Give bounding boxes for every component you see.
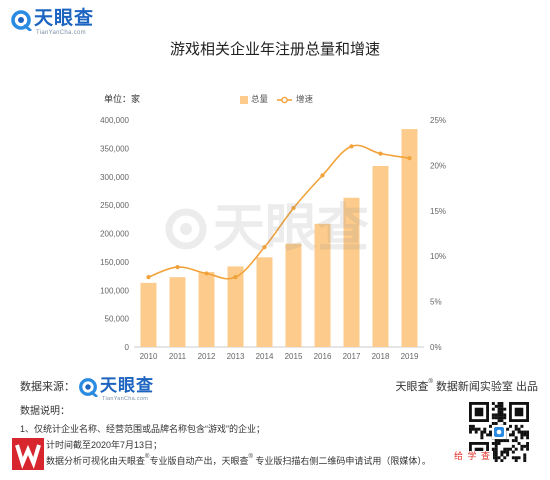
bar-2010 bbox=[140, 282, 157, 347]
registered-mark: ® bbox=[248, 454, 253, 460]
bar-2012 bbox=[198, 272, 215, 347]
y-right-tick-label: 25% bbox=[430, 116, 446, 125]
growth-point-2010 bbox=[146, 274, 151, 280]
registered-mark: ® bbox=[145, 454, 150, 460]
legend-bar-label: 总量 bbox=[251, 94, 269, 104]
y-left-tick-label: 0 bbox=[125, 343, 130, 352]
x-tick-label: 2015 bbox=[285, 352, 303, 361]
credit-brand: 天眼查 bbox=[395, 381, 429, 393]
y-right-tick-label: 15% bbox=[430, 207, 446, 216]
y-right-tick-label: 0% bbox=[430, 343, 442, 352]
growth-point-2017 bbox=[349, 144, 354, 149]
bar-2011 bbox=[169, 277, 186, 347]
bar-2017 bbox=[343, 197, 360, 347]
x-tick-label: 2013 bbox=[227, 352, 245, 361]
note-3: 数据分析可视化由天眼查®专业版自动产出，天眼查® 专业版扫描右侧二维码申请试用（… bbox=[46, 454, 431, 467]
combo-chart: 0 50,000 100,000 150,000 200,000 250,000 300,0… bbox=[100, 116, 446, 361]
x-tick-label: 2017 bbox=[343, 352, 361, 361]
x-tick-label: 2014 bbox=[256, 352, 274, 361]
growth-point-2012 bbox=[204, 271, 209, 276]
qr-caption: 给 学 查 bbox=[452, 451, 494, 462]
growth-line bbox=[148, 144, 410, 280]
y-left-tick-label: 300,000 bbox=[100, 173, 129, 182]
eye-logo-icon bbox=[11, 10, 32, 31]
note-3-part: 专业版自动产出，天眼查 bbox=[149, 456, 249, 466]
growth-point-2011 bbox=[175, 264, 180, 270]
note-3-part: 数据分析可视化由天眼查 bbox=[46, 456, 146, 466]
growth-point-2015 bbox=[291, 205, 296, 211]
growth-point-2018 bbox=[378, 151, 383, 156]
brand-logo-subtext: TianYanCha.com bbox=[36, 30, 86, 36]
x-tick-label: 2012 bbox=[198, 352, 216, 361]
publisher-logo-icon bbox=[12, 438, 44, 470]
unit-label: 单位：家 bbox=[104, 94, 141, 104]
source-logo-text: 天眼查 bbox=[100, 376, 154, 395]
bar-2015 bbox=[285, 243, 302, 347]
y-left-tick-label: 250,000 bbox=[100, 201, 129, 210]
x-tick-label: 2010 bbox=[140, 352, 158, 361]
y-left-tick-label: 200,000 bbox=[100, 230, 129, 239]
x-tick-label: 2011 bbox=[169, 352, 187, 361]
y-right-tick-label: 5% bbox=[430, 298, 442, 307]
legend-bar-swatch bbox=[240, 96, 248, 104]
x-tick-label: 2018 bbox=[372, 352, 390, 361]
note-2: 计时间截至2020年7月13日； bbox=[46, 440, 163, 450]
credit-text: 数据新闻实验室 出品 bbox=[435, 381, 538, 393]
bar-2019 bbox=[401, 129, 418, 347]
notes-title: 数据说明： bbox=[20, 406, 70, 417]
y-right-tick-label: 10% bbox=[430, 252, 446, 261]
bar-2016 bbox=[314, 223, 331, 347]
eye-logo-icon bbox=[79, 378, 98, 397]
line-series bbox=[146, 144, 412, 280]
note-1: 1、仅统计企业名称、经营范围或品牌名称包含“游戏”的企业； bbox=[20, 424, 266, 434]
y-left-tick-label: 150,000 bbox=[100, 258, 129, 267]
source-label: 数据来源： bbox=[20, 381, 75, 393]
legend-line-label: 增速 bbox=[296, 94, 314, 104]
y-left-tick-label: 350,000 bbox=[100, 144, 129, 153]
bar-2014 bbox=[256, 257, 273, 347]
growth-point-2014 bbox=[262, 245, 267, 250]
bar-series bbox=[140, 129, 418, 347]
legend-line-swatch bbox=[277, 96, 292, 104]
bar-2018 bbox=[372, 165, 389, 347]
y-right-tick-label: 20% bbox=[430, 161, 446, 170]
growth-point-2019 bbox=[407, 156, 412, 161]
note-3-part: 专业版扫描右侧二维码申请试用（限媒体）。 bbox=[252, 456, 431, 466]
source-logo: 天眼查 TianYanCha.com bbox=[78, 376, 160, 404]
x-tick-label: 2019 bbox=[401, 352, 419, 361]
chart-title: 游戏相关企业年注册总量和增速 bbox=[169, 41, 380, 58]
y-left-tick-label: 400,000 bbox=[100, 116, 129, 125]
growth-point-2013 bbox=[233, 274, 238, 280]
source-logo-subtext: TianYanCha.com bbox=[102, 396, 149, 402]
credit-line: 天眼查® 数据新闻实验室 出品 bbox=[395, 379, 538, 394]
bar-2013 bbox=[227, 266, 244, 347]
growth-point-2016 bbox=[320, 173, 325, 178]
registered-mark: ® bbox=[428, 379, 433, 385]
brand-logo-text: 天眼查 bbox=[34, 8, 95, 29]
x-tick-label: 2016 bbox=[314, 352, 332, 361]
y-left-tick-label: 100,000 bbox=[100, 286, 129, 295]
brand-logo: 天眼查 TianYanCha.com bbox=[10, 8, 98, 38]
y-left-tick-label: 50,000 bbox=[105, 315, 130, 324]
